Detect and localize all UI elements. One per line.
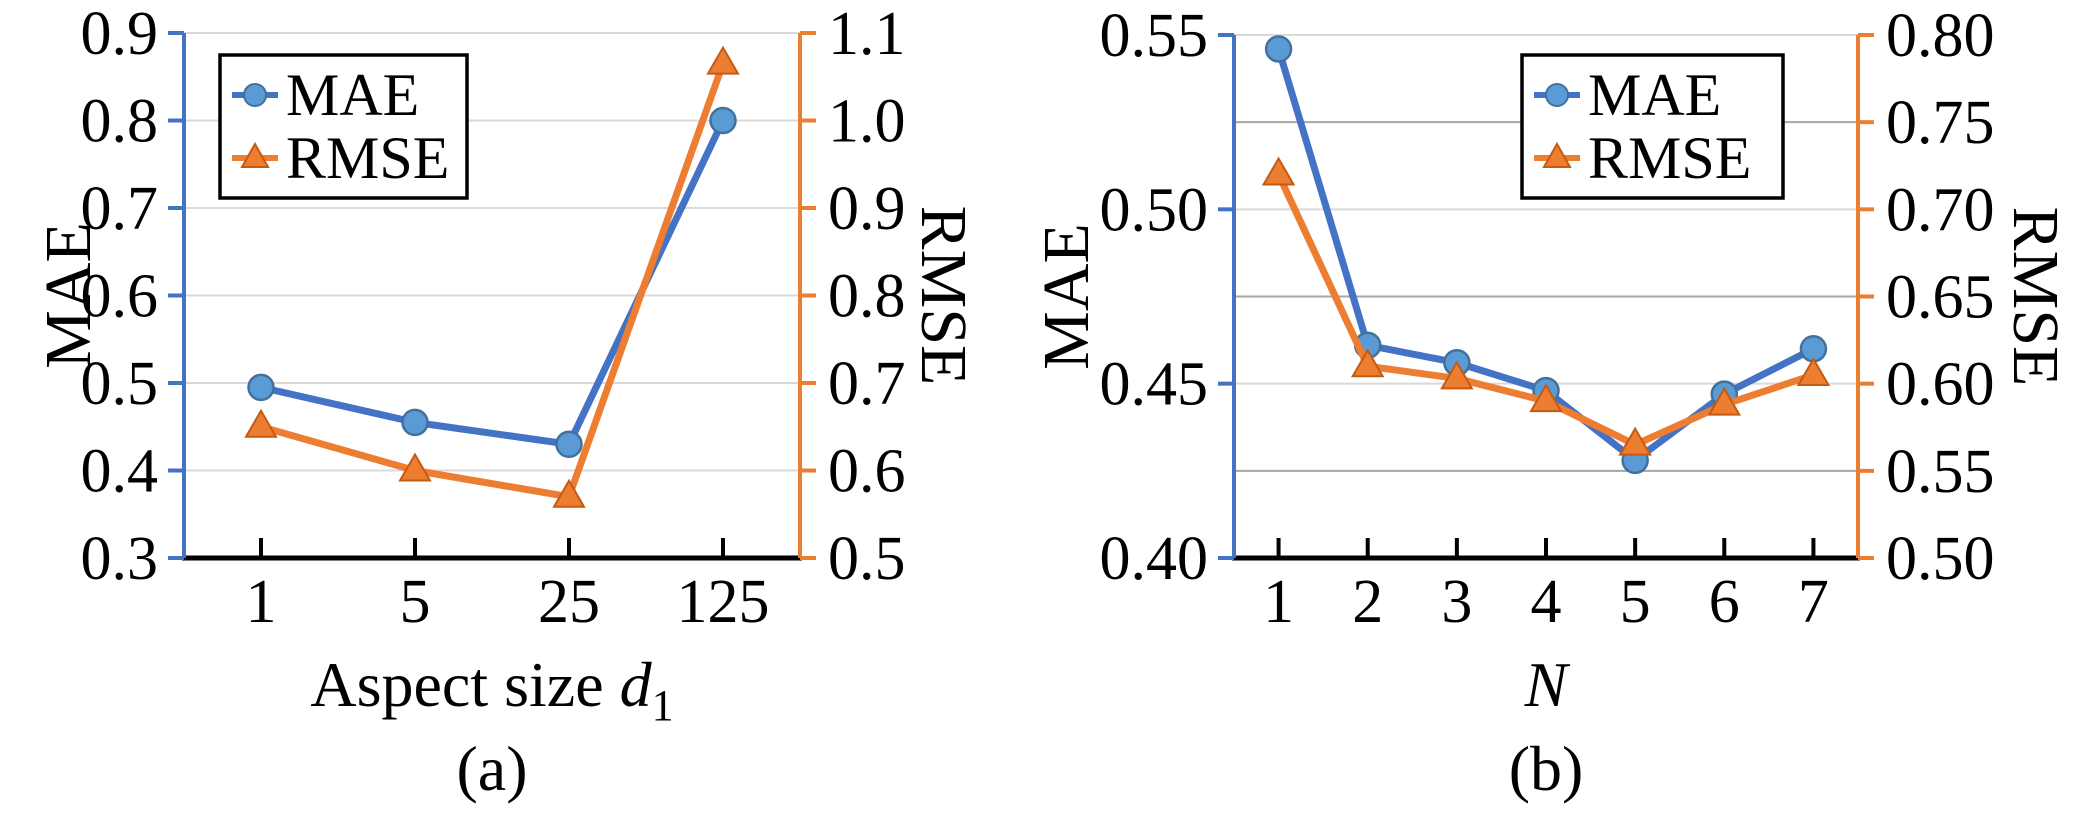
right-tick-label: 0.75 <box>1886 89 1995 157</box>
legend-item-label: MAE <box>286 62 419 128</box>
legend-circle-icon <box>243 83 267 108</box>
left-tick-label: 0.9 <box>81 0 159 68</box>
panel-caption: (a) <box>456 733 527 804</box>
legend-item-label: MAE <box>1588 62 1721 128</box>
right-tick-label: 0.6 <box>828 438 906 506</box>
chart-b: 1 2 3 4 5 6 7 0.55 0.50 0.45 0.40 0.80 0.75 0.70 0.65 0… <box>1030 2 2072 804</box>
left-tick-label: 0.55 <box>1100 2 1209 70</box>
x-tick-label: 7 <box>1798 568 1829 636</box>
right-tick-label: 0.80 <box>1886 2 1995 70</box>
right-tick-label: 1.1 <box>828 0 906 68</box>
rmse-marker <box>1350 348 1385 378</box>
panel-caption: (b) <box>1509 733 1584 804</box>
right-tick-label: 0.9 <box>828 175 906 243</box>
left-tick-label: 0.50 <box>1100 176 1209 244</box>
left-tick-label: 0.45 <box>1100 351 1209 419</box>
mae-marker <box>709 106 737 135</box>
rmse-marker <box>552 478 586 508</box>
left-axis-title: MAE <box>32 222 105 369</box>
rmse-marker <box>244 408 278 438</box>
left-tick-label: 0.8 <box>81 88 159 156</box>
rmse-series-line <box>257 60 727 501</box>
legend-box <box>218 53 469 200</box>
left-tick-label: 0.5 <box>81 350 159 418</box>
rmse-marker <box>398 452 432 482</box>
right-axis-title: RMSE <box>907 206 980 386</box>
left-tick-label: 0.40 <box>1100 525 1209 593</box>
rmse-marker <box>1261 156 1296 186</box>
left-tick-label: 0.3 <box>81 525 159 593</box>
left-tick-label: 0.7 <box>81 175 159 243</box>
right-axis-title: RMSE <box>1999 207 2072 387</box>
x-tick-label: 2 <box>1352 568 1383 636</box>
left-axis-title: MAE <box>1030 223 1103 370</box>
rmse-marker <box>1440 360 1474 390</box>
right-tick-label: 0.65 <box>1886 264 1995 332</box>
legend-triangle-icon <box>1542 141 1572 168</box>
left-tick-label: 0.6 <box>81 263 159 331</box>
right-tick-label: 1.0 <box>828 88 906 156</box>
x-tick-label: 1 <box>246 568 277 636</box>
right-tick-label: 0.70 <box>1886 176 1995 244</box>
x-tick-label: 3 <box>1441 568 1472 636</box>
rmse-marker <box>1707 386 1742 416</box>
mae-marker <box>247 373 275 402</box>
mae-marker <box>401 408 429 437</box>
x-tick-label: 25 <box>538 568 600 636</box>
right-tick-label: 0.55 <box>1886 438 1995 506</box>
legend-triangle-icon <box>240 141 270 168</box>
mae-marker <box>1264 35 1293 63</box>
rmse-marker <box>1796 356 1831 386</box>
legend-item-label: RMSE <box>286 125 449 191</box>
x-tick-label: 4 <box>1531 568 1562 636</box>
right-tick-label: 0.60 <box>1886 351 1995 419</box>
right-tick-label: 0.50 <box>1886 525 1995 593</box>
x-axis-title: N <box>1524 649 1571 720</box>
chart-a: 1 5 25 125 0.9 0.8 0.7 0.6 0.5 0.4 0.3 1.1 1.0 0.9 0.8… <box>32 0 980 804</box>
x-tick-label: 6 <box>1709 568 1740 636</box>
x-tick-label: 5 <box>1620 568 1651 636</box>
right-tick-label: 0.7 <box>828 350 906 418</box>
x-tick-label: 5 <box>400 568 431 636</box>
x-tick-label: 1 <box>1263 568 1294 636</box>
x-tick-label: 125 <box>677 568 770 636</box>
rmse-marker <box>1618 426 1652 456</box>
legend-item-label: RMSE <box>1588 125 1751 191</box>
legend-box <box>1520 53 1785 200</box>
right-tick-label: 0.8 <box>828 263 906 331</box>
mae-marker <box>555 430 583 458</box>
rmse-marker <box>1529 383 1563 413</box>
right-tick-label: 0.5 <box>828 525 906 593</box>
left-tick-label: 0.4 <box>81 438 159 506</box>
legend-circle-icon <box>1545 83 1569 108</box>
rmse-marker <box>706 45 740 75</box>
x-axis-title: Aspect size d1 <box>310 649 673 730</box>
